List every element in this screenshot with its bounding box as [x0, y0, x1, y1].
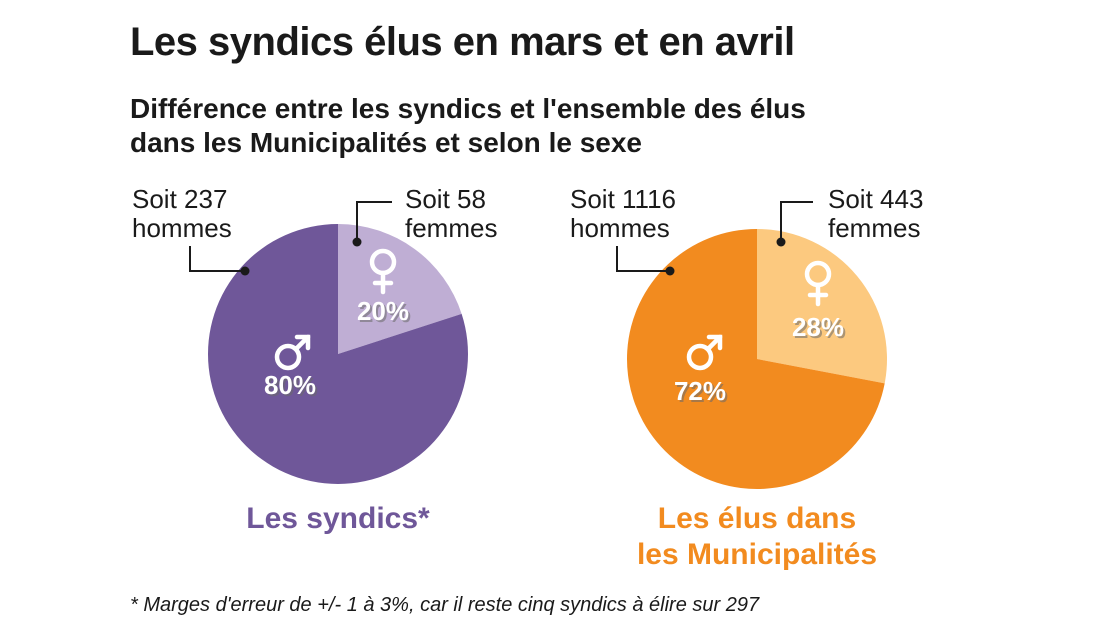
pie-slice-hommes — [627, 229, 885, 490]
pie-slice-femmes — [338, 224, 462, 354]
pie-caption: Les élus dans les Municipalités — [637, 502, 877, 571]
leader-dot — [665, 266, 675, 276]
pie-value-label-shadow: 20% — [359, 298, 411, 328]
female-icon — [804, 260, 832, 307]
pie-value-label: 20% — [357, 296, 409, 326]
callout-femmes: Soit 443 femmes — [828, 184, 923, 243]
female-icon — [369, 248, 397, 295]
subtitle-line-1: Différence entre les syndics et l'ensemb… — [130, 93, 806, 124]
leader-line — [616, 246, 670, 272]
pie-value-label: 28% — [792, 312, 844, 342]
subtitle-line-2: dans les Municipalités et selon le sexe — [130, 127, 642, 158]
pie-slice-hommes — [208, 224, 469, 484]
leader-line — [780, 201, 813, 242]
pie-value-label: 80% — [264, 370, 316, 400]
pie-value-label-shadow: 80% — [266, 372, 318, 402]
leader-dot — [352, 237, 362, 247]
male-icon — [686, 334, 723, 371]
footnote: * Marges d'erreur de +/- 1 à 3%, car il … — [130, 594, 760, 616]
leader-line — [189, 246, 245, 272]
pie-value-label-shadow: 28% — [794, 314, 846, 344]
callout-hommes: Soit 1116 hommes — [570, 184, 676, 243]
chart-title: Les syndics élus en mars et en avril — [130, 20, 795, 64]
leader-dot — [776, 237, 786, 247]
pie-value-label: 72% — [674, 376, 726, 406]
chart-subtitle: Différence entre les syndics et l'ensemb… — [130, 92, 1030, 160]
leader-dot — [240, 266, 250, 276]
male-icon — [274, 334, 311, 371]
leader-line — [356, 201, 392, 242]
pie-caption: Les syndics* — [246, 502, 430, 535]
callout-hommes: Soit 237 hommes — [132, 184, 232, 243]
pie-slice-femmes — [757, 229, 887, 384]
callout-femmes: Soit 58 femmes — [405, 184, 497, 243]
pie-value-label-shadow: 72% — [676, 378, 728, 408]
